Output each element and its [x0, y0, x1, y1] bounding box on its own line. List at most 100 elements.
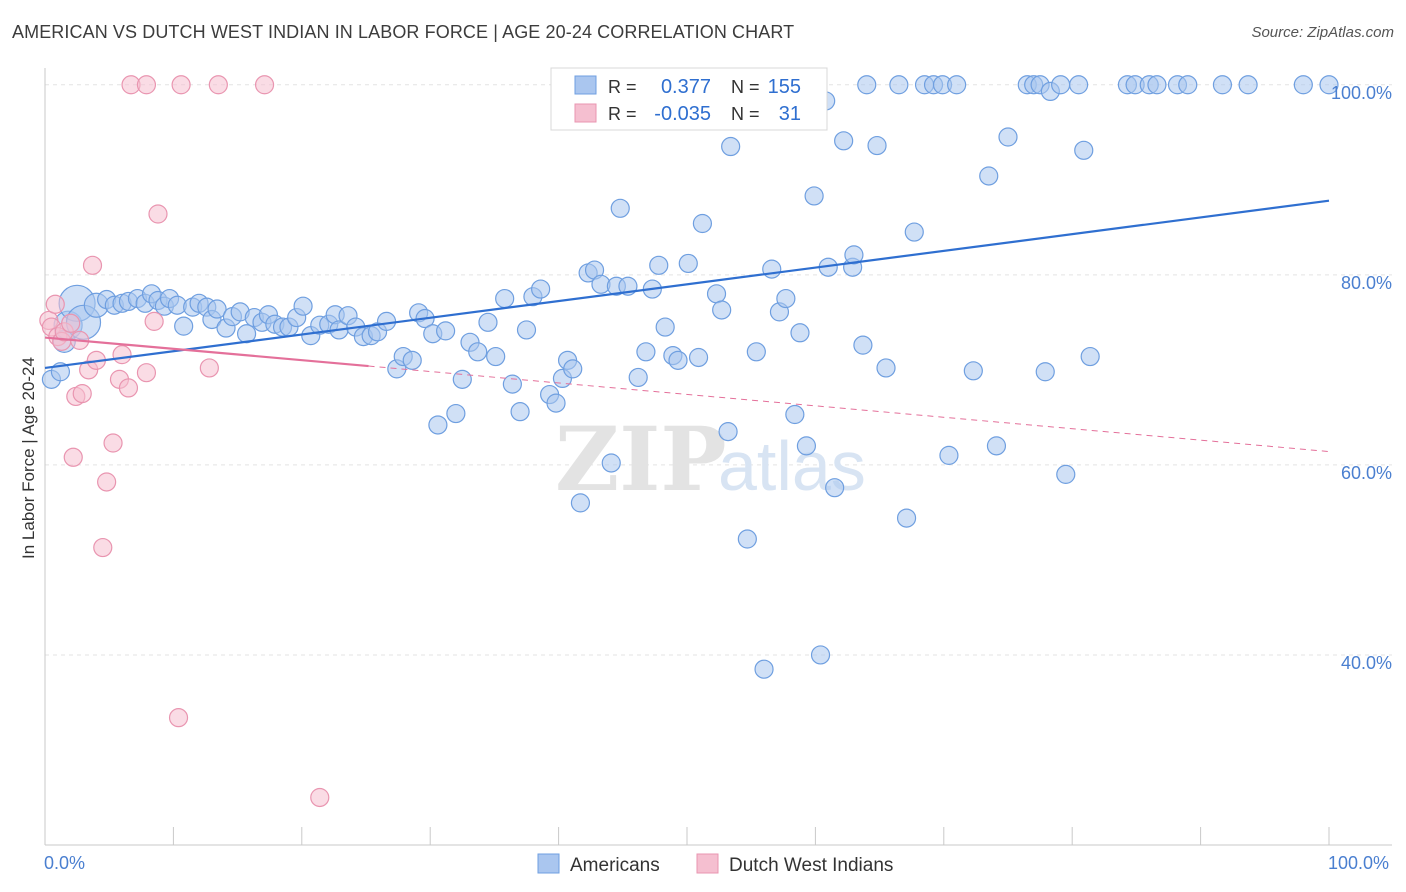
americans-point-111 [844, 245, 864, 265]
americans-point-64 [516, 320, 537, 340]
dutch-point-30 [310, 787, 330, 808]
y-axis-tick-labels: 100.0% 80.0% 60.0% 40.0% [1331, 83, 1392, 673]
americans-point-93 [721, 136, 741, 157]
y-tick-label-100: 100.0% [1331, 83, 1392, 103]
americans-point-145 [1238, 75, 1258, 95]
dutch-point-14 [93, 537, 113, 558]
legend-r-value-americans: 0.377 [661, 76, 711, 98]
legend-swatch-dutch [574, 103, 597, 123]
americans-point-83 [649, 255, 669, 275]
americans-point-118 [904, 222, 924, 242]
americans-point-126 [986, 436, 1007, 456]
americans-point-113 [857, 75, 877, 95]
legend-n-label-americans: N = [731, 77, 760, 97]
americans-point-63 [510, 402, 530, 422]
americans-point-144 [1212, 75, 1233, 95]
trend-line-dutch-extension [368, 365, 1330, 453]
chart-title: AMERICAN VS DUTCH WEST INDIAN IN LABOR F… [12, 22, 795, 42]
americans-point-81 [636, 342, 656, 362]
watermark-atlas: atlas [718, 427, 866, 505]
americans-point-78 [610, 198, 630, 218]
americans-point-131 [1035, 362, 1055, 382]
americans-point-90 [706, 284, 727, 304]
bottom-legend-swatch-dutch [696, 853, 719, 874]
americans-point-109 [834, 131, 854, 151]
americans-point-35 [293, 296, 313, 316]
americans-point-137 [1080, 346, 1100, 367]
americans-point-95 [737, 529, 757, 549]
dutch-point-7 [63, 447, 83, 467]
americans-point-68 [546, 393, 566, 413]
dutch-point-27 [199, 358, 219, 378]
americans-point-60 [486, 346, 506, 367]
legend-n-value-dutch: 31 [779, 103, 801, 125]
americans-point-133 [1051, 75, 1071, 95]
americans-point-112 [853, 335, 873, 355]
americans-point-86 [668, 350, 688, 370]
americans-point-58 [468, 342, 488, 362]
americans-point-62 [502, 374, 522, 394]
americans-point-127 [998, 127, 1018, 147]
x-tick-label-100: 100.0% [1328, 853, 1389, 873]
americans-point-104 [804, 186, 824, 206]
legend-swatch-americans [574, 75, 597, 95]
dutch-point-19 [118, 378, 139, 398]
americans-point-122 [939, 445, 959, 465]
dutch-point-21 [136, 75, 157, 95]
dutch-point-12 [82, 255, 103, 275]
americans-point-88 [688, 347, 709, 368]
americans-point-89 [692, 213, 713, 234]
bottom-legend-swatch-americans [537, 853, 560, 874]
americans-point-102 [790, 323, 810, 343]
series-americans [41, 75, 1339, 679]
legend-r-label-dutch: R = [608, 104, 637, 124]
americans-point-53 [428, 415, 448, 435]
trend-line-americans [44, 199, 1330, 370]
dutch-point-15 [97, 472, 117, 492]
dutch-point-26 [171, 75, 191, 95]
americans-point-136 [1074, 140, 1094, 160]
americans-point-49 [402, 350, 422, 370]
americans-point-143 [1178, 75, 1198, 95]
series-legend: Americans Dutch West Indians [537, 853, 893, 876]
americans-point-108 [825, 478, 845, 498]
americans-point-105 [810, 645, 831, 665]
trend-lines [44, 199, 1330, 453]
americans-point-54 [436, 321, 456, 341]
x-axis-ticks [44, 827, 1330, 845]
americans-point-71 [563, 359, 583, 379]
americans-point-98 [762, 259, 782, 279]
americans-point-46 [376, 311, 397, 331]
americans-point-66 [531, 279, 551, 299]
americans-point-80 [628, 367, 648, 388]
stats-legend: R = 0.377 N = 155 R = -0.035 N = 31 [550, 67, 828, 131]
stats-legend-box [550, 67, 828, 131]
americans-point-92 [718, 422, 738, 442]
americans-point-56 [452, 369, 472, 389]
americans-point-141 [1147, 75, 1167, 95]
americans-point-147 [1319, 75, 1339, 95]
americans-point-103 [796, 436, 817, 456]
dutch-point-2 [45, 294, 65, 314]
americans-point-117 [896, 508, 917, 528]
source-label: Source: ZipAtlas.com [1251, 24, 1394, 41]
americans-point-124 [963, 361, 983, 381]
dutch-point-24 [148, 204, 168, 224]
americans-point-115 [876, 358, 896, 378]
y-axis-label: In Labor Force | Age 20-24 [19, 357, 38, 559]
americans-point-125 [979, 166, 999, 186]
americans-point-135 [1069, 75, 1089, 95]
watermark: ZIP atlas [555, 407, 866, 511]
series-dutch-west-indians [39, 75, 330, 808]
y-tick-label-60: 60.0% [1341, 463, 1392, 483]
americans-point-18 [174, 316, 194, 336]
watermark-zip: ZIP [555, 407, 727, 511]
legend-n-value-americans: 155 [768, 76, 801, 98]
dutch-point-22 [136, 363, 157, 383]
americans-point-76 [601, 453, 621, 473]
dutch-point-6 [61, 313, 81, 333]
americans-point-146 [1293, 75, 1313, 95]
americans-point-72 [570, 493, 591, 513]
dutch-point-28 [208, 75, 228, 95]
americans-point-101 [785, 404, 805, 425]
